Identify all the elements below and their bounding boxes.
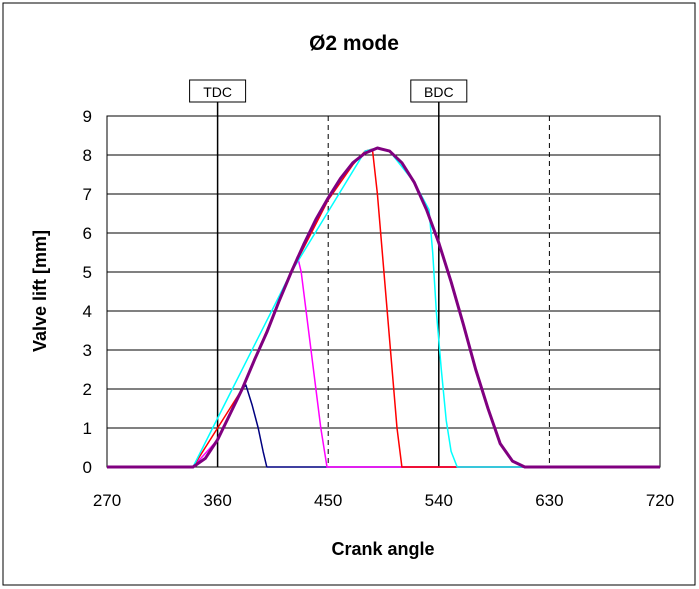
y-tick-label: 7 bbox=[83, 185, 92, 204]
grid-layer bbox=[107, 116, 660, 467]
series-layer bbox=[107, 146, 660, 469]
plot-area bbox=[106, 115, 661, 468]
series-line bbox=[107, 147, 660, 468]
x-tick-label: 630 bbox=[535, 491, 563, 510]
y-tick-label: 2 bbox=[83, 380, 92, 399]
series-line bbox=[107, 146, 660, 469]
marker-box bbox=[410, 79, 468, 103]
marker-box bbox=[189, 79, 247, 103]
y-tick-label: 1 bbox=[83, 419, 92, 438]
marker-label: BDC bbox=[424, 84, 454, 100]
x-tick-label: 540 bbox=[425, 491, 453, 510]
x-tick-label: 450 bbox=[314, 491, 342, 510]
y-tick-label: 4 bbox=[83, 302, 92, 321]
y-tick-label: 8 bbox=[83, 146, 92, 165]
x-tick-label: 360 bbox=[203, 491, 231, 510]
y-axis-title: Valve lift [mm] bbox=[30, 230, 50, 352]
chart-title: Ø2 mode bbox=[309, 32, 399, 55]
marker-label: TDC bbox=[203, 84, 232, 100]
marker-layer: TDC BDC bbox=[189, 79, 468, 467]
x-tick-label: 270 bbox=[93, 491, 121, 510]
y-tick-label: 0 bbox=[83, 458, 92, 477]
x-axis-title: Crank angle bbox=[331, 539, 434, 559]
y-tick-label: 6 bbox=[83, 224, 92, 243]
y-tick-label: 9 bbox=[83, 107, 92, 126]
y-tick-label: 5 bbox=[83, 263, 92, 282]
axis-layer: 0 1 2 3 4 5 6 7 8 9 270 360 450 540 630 720 bbox=[83, 107, 675, 510]
y-tick-label: 3 bbox=[83, 341, 92, 360]
x-tick-label: 720 bbox=[646, 491, 674, 510]
